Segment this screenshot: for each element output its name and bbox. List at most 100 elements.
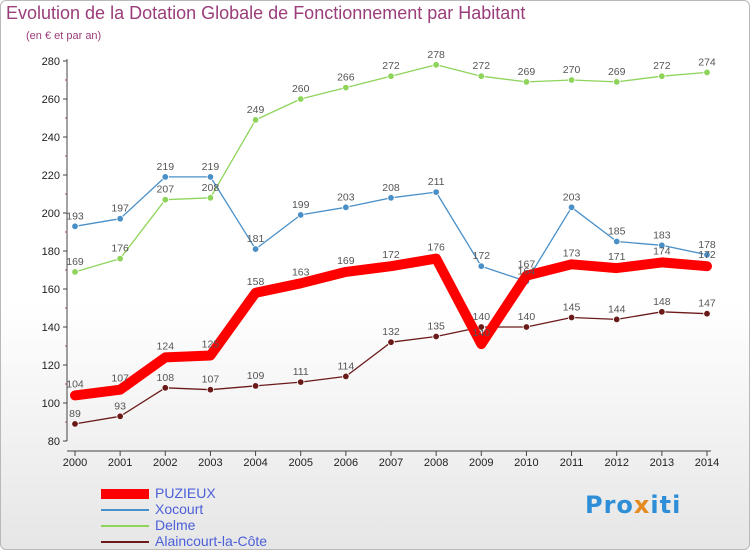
data-point-delme [703,68,711,77]
proxiti-logo: Proxiti [585,491,681,519]
data-label-puzieux: 174 [653,245,671,257]
data-label-puzieux: 172 [382,249,400,261]
data-point-alaincourt-la-cote [477,323,485,331]
data-point-xocourt [477,262,485,270]
x-tick-label: 2005 [288,457,312,469]
data-point-xocourt [71,222,79,230]
y-tick-label: 260 [42,94,60,106]
data-point-alaincourt-la-cote [116,412,124,420]
data-label-puzieux: 158 [247,276,265,288]
legend-label-puzieux: PUZIEUX [155,485,216,501]
chart-series [70,61,712,428]
data-label-delme: 249 [247,104,265,116]
data-point-delme [567,76,576,84]
data-label-delme: 208 [202,182,220,194]
series-line-puzieux [70,253,712,401]
data-label-alaincourt-la-cote: 147 [698,298,716,310]
data-label-xocourt: 197 [111,203,129,215]
data-label-alaincourt-la-cote: 93 [114,400,126,412]
x-tick-label: 2004 [243,457,267,469]
y-tick-label: 160 [42,284,60,296]
y-tick-label: 200 [42,208,60,220]
data-point-alaincourt-la-cote [432,332,440,341]
x-tick-label: 2008 [424,457,448,469]
data-label-alaincourt-la-cote: 135 [427,321,445,333]
data-label-puzieux: 124 [157,340,175,352]
data-label-xocourt: 183 [653,229,671,241]
data-label-xocourt: 203 [563,191,581,203]
legend-label-alaincourt: Alaincourt-la-Côte [155,533,268,549]
data-label-delme: 269 [608,66,626,78]
data-label-delme: 169 [66,256,84,268]
data-label-puzieux: 140 [473,327,491,339]
data-label-alaincourt-la-cote: 107 [202,374,220,386]
data-point-alaincourt-la-cote [567,313,576,322]
data-label-delme: 176 [111,243,129,255]
data-point-xocourt [613,237,621,246]
data-label-delme: 260 [292,83,310,95]
data-label-puzieux: 167 [518,259,536,271]
y-tick-label: 120 [42,360,60,372]
data-point-xocourt [161,173,169,181]
data-label-xocourt: 164 [518,265,536,277]
y-tick-label: 240 [42,132,60,144]
chart-data-labels: 104 107 124 125 158 163 169 172 176 140 167 173 171 1… [66,49,716,420]
chart-axes: 80 100 120 140 160 180 200 220 240 260 280 2000 2001… [42,56,720,469]
data-label-delme: 272 [473,60,491,72]
data-label-alaincourt-la-cote: 140 [473,311,491,323]
data-label-delme: 274 [698,56,716,68]
data-label-delme: 272 [382,60,400,72]
data-point-xocourt [297,211,305,219]
data-point-delme [477,72,485,80]
chart-subtitle: (en € et par an) [26,30,102,42]
data-point-xocourt [703,251,711,259]
y-tick-label: 280 [42,56,60,68]
x-tick-label: 2006 [334,457,358,469]
x-tick-label: 2002 [153,457,177,469]
legend-label-xocourt: Xocourt [155,501,204,517]
data-point-alaincourt-la-cote [613,315,621,324]
data-point-alaincourt-la-cote [658,308,666,316]
data-label-alaincourt-la-cote: 89 [69,408,81,420]
data-label-alaincourt-la-cote: 145 [563,302,581,314]
data-label-delme: 266 [337,72,355,84]
data-label-xocourt: 203 [337,191,355,203]
data-point-alaincourt-la-cote [297,378,305,386]
data-point-delme [658,72,666,80]
data-label-puzieux: 107 [111,373,129,385]
chart-title: Evolution de la Dotation Globale de Fonc… [6,3,526,23]
data-point-delme [206,194,215,202]
data-label-xocourt: 185 [608,226,626,238]
data-point-alaincourt-la-cote [161,384,169,392]
legend-swatch-delme [101,525,149,527]
x-tick-label: 2007 [379,457,403,469]
data-label-puzieux: 125 [202,339,220,351]
x-tick-label: 2009 [469,457,493,469]
y-tick-label: 180 [42,246,60,258]
data-point-alaincourt-la-cote [342,372,350,381]
data-label-alaincourt-la-cote: 111 [293,366,309,378]
data-label-xocourt: 181 [247,233,265,245]
data-label-alaincourt-la-cote: 144 [608,303,626,315]
data-label-xocourt: 211 [428,176,445,188]
data-point-delme [522,78,531,86]
data-label-xocourt: 219 [157,161,175,173]
data-point-delme [387,72,395,80]
data-label-puzieux: 176 [427,242,445,254]
x-tick-label: 2001 [108,457,132,469]
y-tick-label: 100 [42,398,60,410]
data-label-puzieux: 104 [66,378,84,390]
data-label-delme: 272 [653,60,671,72]
data-label-delme: 270 [563,64,581,76]
data-label-alaincourt-la-cote: 109 [247,370,265,382]
data-label-delme: 207 [157,184,175,196]
data-label-alaincourt-la-cote: 114 [337,360,354,372]
x-tick-label: 2011 [560,457,584,469]
data-point-alaincourt-la-cote [71,420,79,428]
data-point-xocourt [567,203,576,211]
data-label-alaincourt-la-cote: 108 [157,372,175,384]
data-point-delme [71,268,79,276]
data-point-delme [613,78,621,86]
legend-swatch-xocourt [101,509,149,511]
data-label-xocourt: 193 [66,210,84,222]
